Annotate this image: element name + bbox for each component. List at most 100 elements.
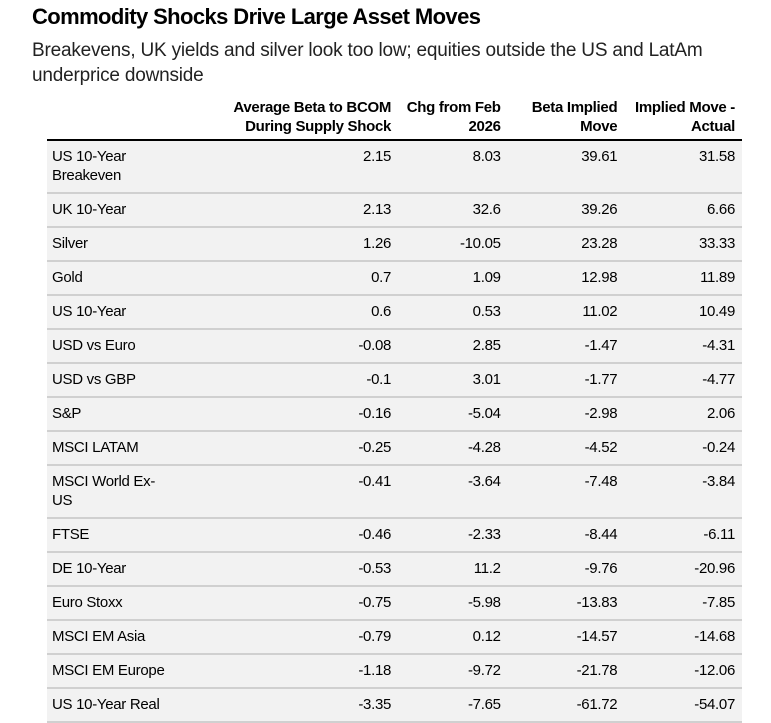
table-row: MSCI EM Europe -1.18 -9.72 -21.78 -12.06: [47, 654, 742, 689]
column-header-beta: Average Beta to BCOM During Supply Shock: [188, 98, 399, 141]
cell-implied-minus-actual-value: -54.07: [624, 688, 742, 723]
cell-implied-minus-actual-value: -0.24: [624, 431, 742, 466]
cell-beta-value: -0.25: [188, 431, 399, 466]
asset-name-text: S&P: [52, 405, 82, 422]
cell-implied-move-value: -4.52: [507, 431, 625, 466]
asset-name-text: Euro Stoxx: [52, 594, 123, 611]
cell-change-value: -5.98: [398, 586, 508, 621]
cell-beta-value: 0.7: [188, 261, 399, 296]
cell-implied-move-value: -13.83: [507, 586, 625, 621]
cell-change-value: -7.65: [398, 688, 508, 723]
cell-asset-name: Gold: [47, 261, 189, 296]
cell-implied-minus-actual-value: 11.89: [624, 261, 742, 296]
cell-implied-move-value: -14.57: [507, 620, 625, 655]
cell-beta-value: -0.53: [188, 552, 399, 587]
cell-beta-value: -0.1: [188, 363, 399, 398]
cell-asset-name: US 10-Year: [47, 295, 189, 330]
cell-implied-move-value: 12.98: [507, 261, 625, 296]
table-row: UK 10-Year 2.13 32.6 39.26 6.66: [47, 193, 742, 228]
table-row: USD vs GBP -0.1 3.01 -1.77 -4.77: [47, 363, 742, 398]
cell-implied-minus-actual-value: -14.68: [624, 620, 742, 655]
cell-asset-name: MSCI LATAM: [47, 431, 189, 466]
cell-implied-move-value: -1.47: [507, 329, 625, 364]
cell-implied-move-value: -1.77: [507, 363, 625, 398]
cell-beta-value: 2.13: [188, 193, 399, 228]
cell-implied-minus-actual-value: -3.84: [624, 465, 742, 519]
table-row: FTSE -0.46 -2.33 -8.44 -6.11: [47, 518, 742, 553]
cell-change-value: -10.05: [398, 227, 508, 262]
cell-change-value: 3.01: [398, 363, 508, 398]
table-row: USD vs Euro -0.08 2.85 -1.47 -4.31: [47, 329, 742, 364]
cell-implied-move-value: -61.72: [507, 688, 625, 723]
asset-name-text: Gold: [52, 269, 83, 286]
asset-name-text: MSCI LATAM: [52, 439, 139, 456]
cell-beta-value: 1.26: [188, 227, 399, 262]
cell-asset-name: DE 10-Year: [47, 552, 189, 587]
cell-beta-value: 2.15: [188, 140, 399, 194]
column-header-implied-move: Beta Implied Move: [507, 98, 625, 141]
cell-implied-minus-actual-value: -7.85: [624, 586, 742, 621]
asset-name-text: Silver: [52, 235, 88, 252]
cell-implied-move-value: -2.98: [507, 397, 625, 432]
cell-beta-value: -0.16: [188, 397, 399, 432]
column-header-implied-minus-actual: Implied Move - Actual: [624, 98, 742, 141]
cell-asset-name: MSCI World Ex-US: [47, 465, 189, 519]
asset-name-text: US 10-Year Breakeven: [52, 148, 126, 184]
table-row: S&P -0.16 -5.04 -2.98 2.06: [47, 397, 742, 432]
cell-implied-move-value: 11.02: [507, 295, 625, 330]
asset-name-text: USD vs GBP: [52, 371, 136, 388]
cell-asset-name: MSCI EM Europe: [47, 654, 189, 689]
cell-asset-name: MSCI EM Asia: [47, 620, 189, 655]
data-table: Average Beta to BCOM During Supply Shock…: [47, 98, 742, 723]
cell-implied-minus-actual-value: 2.06: [624, 397, 742, 432]
asset-name-text: MSCI World Ex-US: [52, 473, 156, 509]
cell-change-value: 2.85: [398, 329, 508, 364]
cell-asset-name: FTSE: [47, 518, 189, 553]
cell-implied-move-value: 23.28: [507, 227, 625, 262]
table-row: MSCI EM Asia -0.79 0.12 -14.57 -14.68: [47, 620, 742, 655]
asset-name-text: UK 10-Year: [52, 201, 126, 218]
table-row: Gold 0.7 1.09 12.98 11.89: [47, 261, 742, 296]
cell-change-value: 0.12: [398, 620, 508, 655]
cell-implied-move-value: -7.48: [507, 465, 625, 519]
cell-change-value: -2.33: [398, 518, 508, 553]
cell-implied-move-value: 39.61: [507, 140, 625, 194]
table-row: Silver 1.26 -10.05 23.28 33.33: [47, 227, 742, 262]
table-header-row: Average Beta to BCOM During Supply Shock…: [47, 98, 742, 141]
cell-implied-move-value: -8.44: [507, 518, 625, 553]
cell-implied-minus-actual-value: 10.49: [624, 295, 742, 330]
cell-asset-name: US 10-Year Real: [47, 688, 189, 723]
cell-implied-move-value: -9.76: [507, 552, 625, 587]
cell-asset-name: Silver: [47, 227, 189, 262]
asset-name-text: DE 10-Year: [52, 560, 126, 577]
cell-implied-minus-actual-value: -12.06: [624, 654, 742, 689]
table-body: US 10-Year Breakeven 2.15 8.03 39.61 31.58 UK…: [47, 140, 742, 723]
cell-change-value: 8.03: [398, 140, 508, 194]
cell-beta-value: -1.18: [188, 654, 399, 689]
cell-beta-value: -0.41: [188, 465, 399, 519]
cell-beta-value: -3.35: [188, 688, 399, 723]
cell-beta-value: -0.79: [188, 620, 399, 655]
cell-implied-move-value: 39.26: [507, 193, 625, 228]
cell-implied-minus-actual-value: -6.11: [624, 518, 742, 553]
column-header-asset: [47, 98, 189, 141]
cell-beta-value: -0.46: [188, 518, 399, 553]
cell-change-value: -4.28: [398, 431, 508, 466]
cell-asset-name: USD vs Euro: [47, 329, 189, 364]
cell-implied-minus-actual-value: -20.96: [624, 552, 742, 587]
cell-implied-minus-actual-value: -4.31: [624, 329, 742, 364]
cell-asset-name: USD vs GBP: [47, 363, 189, 398]
asset-name-text: MSCI EM Europe: [52, 662, 165, 679]
asset-name-text: US 10-Year Real: [52, 696, 160, 713]
cell-change-value: -5.04: [398, 397, 508, 432]
table-row: Euro Stoxx -0.75 -5.98 -13.83 -7.85: [47, 586, 742, 621]
cell-asset-name: US 10-Year Breakeven: [47, 140, 189, 194]
cell-asset-name: UK 10-Year: [47, 193, 189, 228]
page-title: Commodity Shocks Drive Large Asset Moves: [32, 4, 481, 29]
cell-beta-value: -0.08: [188, 329, 399, 364]
table-row: US 10-Year 0.6 0.53 11.02 10.49: [47, 295, 742, 330]
cell-beta-value: -0.75: [188, 586, 399, 621]
cell-asset-name: S&P: [47, 397, 189, 432]
cell-implied-minus-actual-value: 33.33: [624, 227, 742, 262]
cell-beta-value: 0.6: [188, 295, 399, 330]
